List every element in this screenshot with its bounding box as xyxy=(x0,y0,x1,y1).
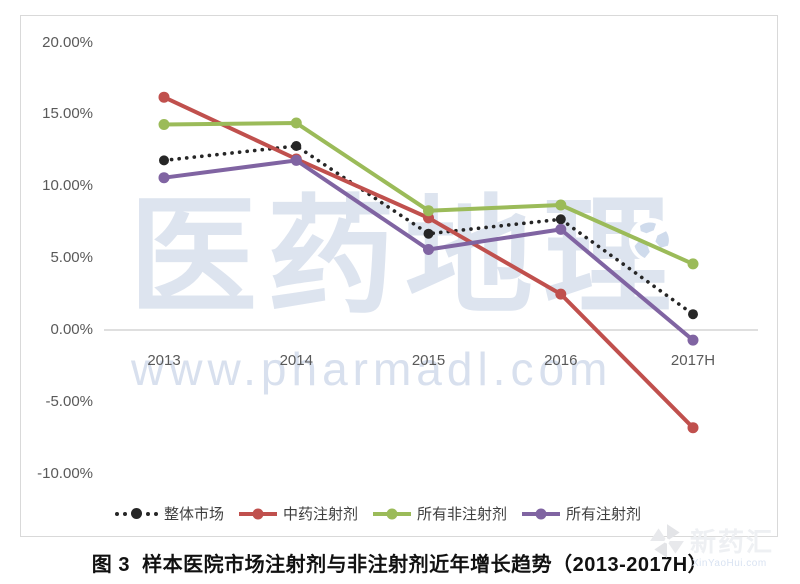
data-point xyxy=(423,228,434,239)
x-tick-label: 2017H xyxy=(670,352,716,369)
series-line-2 xyxy=(163,120,694,266)
x-tick-label: 2014 xyxy=(279,352,313,369)
data-point xyxy=(555,223,567,235)
data-point xyxy=(555,214,566,225)
data-point xyxy=(687,422,699,434)
legend-label: 整体市场 xyxy=(163,506,224,523)
data-point xyxy=(158,119,170,130)
x-tick-label: 2016 xyxy=(544,352,578,369)
legend-item: 中药注射剂 xyxy=(238,503,358,524)
data-point xyxy=(687,334,699,346)
data-point xyxy=(687,258,699,270)
x-tick-label: 2013 xyxy=(147,352,181,369)
series-line-1 xyxy=(163,95,695,430)
legend-marker-icon xyxy=(522,508,561,520)
legend-label: 所有注射剂 xyxy=(566,506,642,523)
data-point xyxy=(423,244,434,255)
series-line-0 xyxy=(162,144,695,317)
y-tick-label: 10.00% xyxy=(42,177,93,195)
data-point xyxy=(158,172,170,184)
y-tick-label: 0.00% xyxy=(50,321,93,338)
x-tick-label: 2015 xyxy=(411,352,446,369)
legend: 整体市场 中药注射剂 所有非注射剂 所有注射剂 xyxy=(0,503,756,524)
y-tick-label: 15.00% xyxy=(42,105,93,123)
data-point xyxy=(290,117,302,129)
legend-item: 整体市场 xyxy=(114,503,224,524)
chart-panel: 医药地理 www.pharmadl.com 20.00% 15.00% 10.00%… xyxy=(20,15,778,537)
legend-label: 所有非注射剂 xyxy=(417,506,508,523)
y-tick-label: -10.00% xyxy=(37,464,93,482)
legend-marker-icon xyxy=(238,508,277,520)
data-point xyxy=(159,155,169,166)
data-point xyxy=(423,205,434,217)
legend-label: 中药注射剂 xyxy=(282,506,358,523)
y-tick-label: 5.00% xyxy=(50,249,93,267)
data-point xyxy=(688,309,698,320)
data-point xyxy=(158,91,170,103)
line-chart xyxy=(104,91,758,434)
legend-item: 所有注射剂 xyxy=(522,503,641,524)
legend-marker-icon xyxy=(114,508,158,519)
data-point xyxy=(555,288,567,300)
data-point xyxy=(555,199,567,211)
legend-item: 所有非注射剂 xyxy=(373,503,507,524)
data-point xyxy=(291,141,302,151)
data-point xyxy=(290,154,302,166)
figure-caption: 图 3 样本医院市场注射剂与非注射剂近年增长趋势（2013-2017H） xyxy=(91,554,709,576)
legend-marker-icon xyxy=(373,508,411,520)
y-tick-label: 20.00% xyxy=(42,33,93,51)
y-tick-label: -5.00% xyxy=(45,392,93,410)
